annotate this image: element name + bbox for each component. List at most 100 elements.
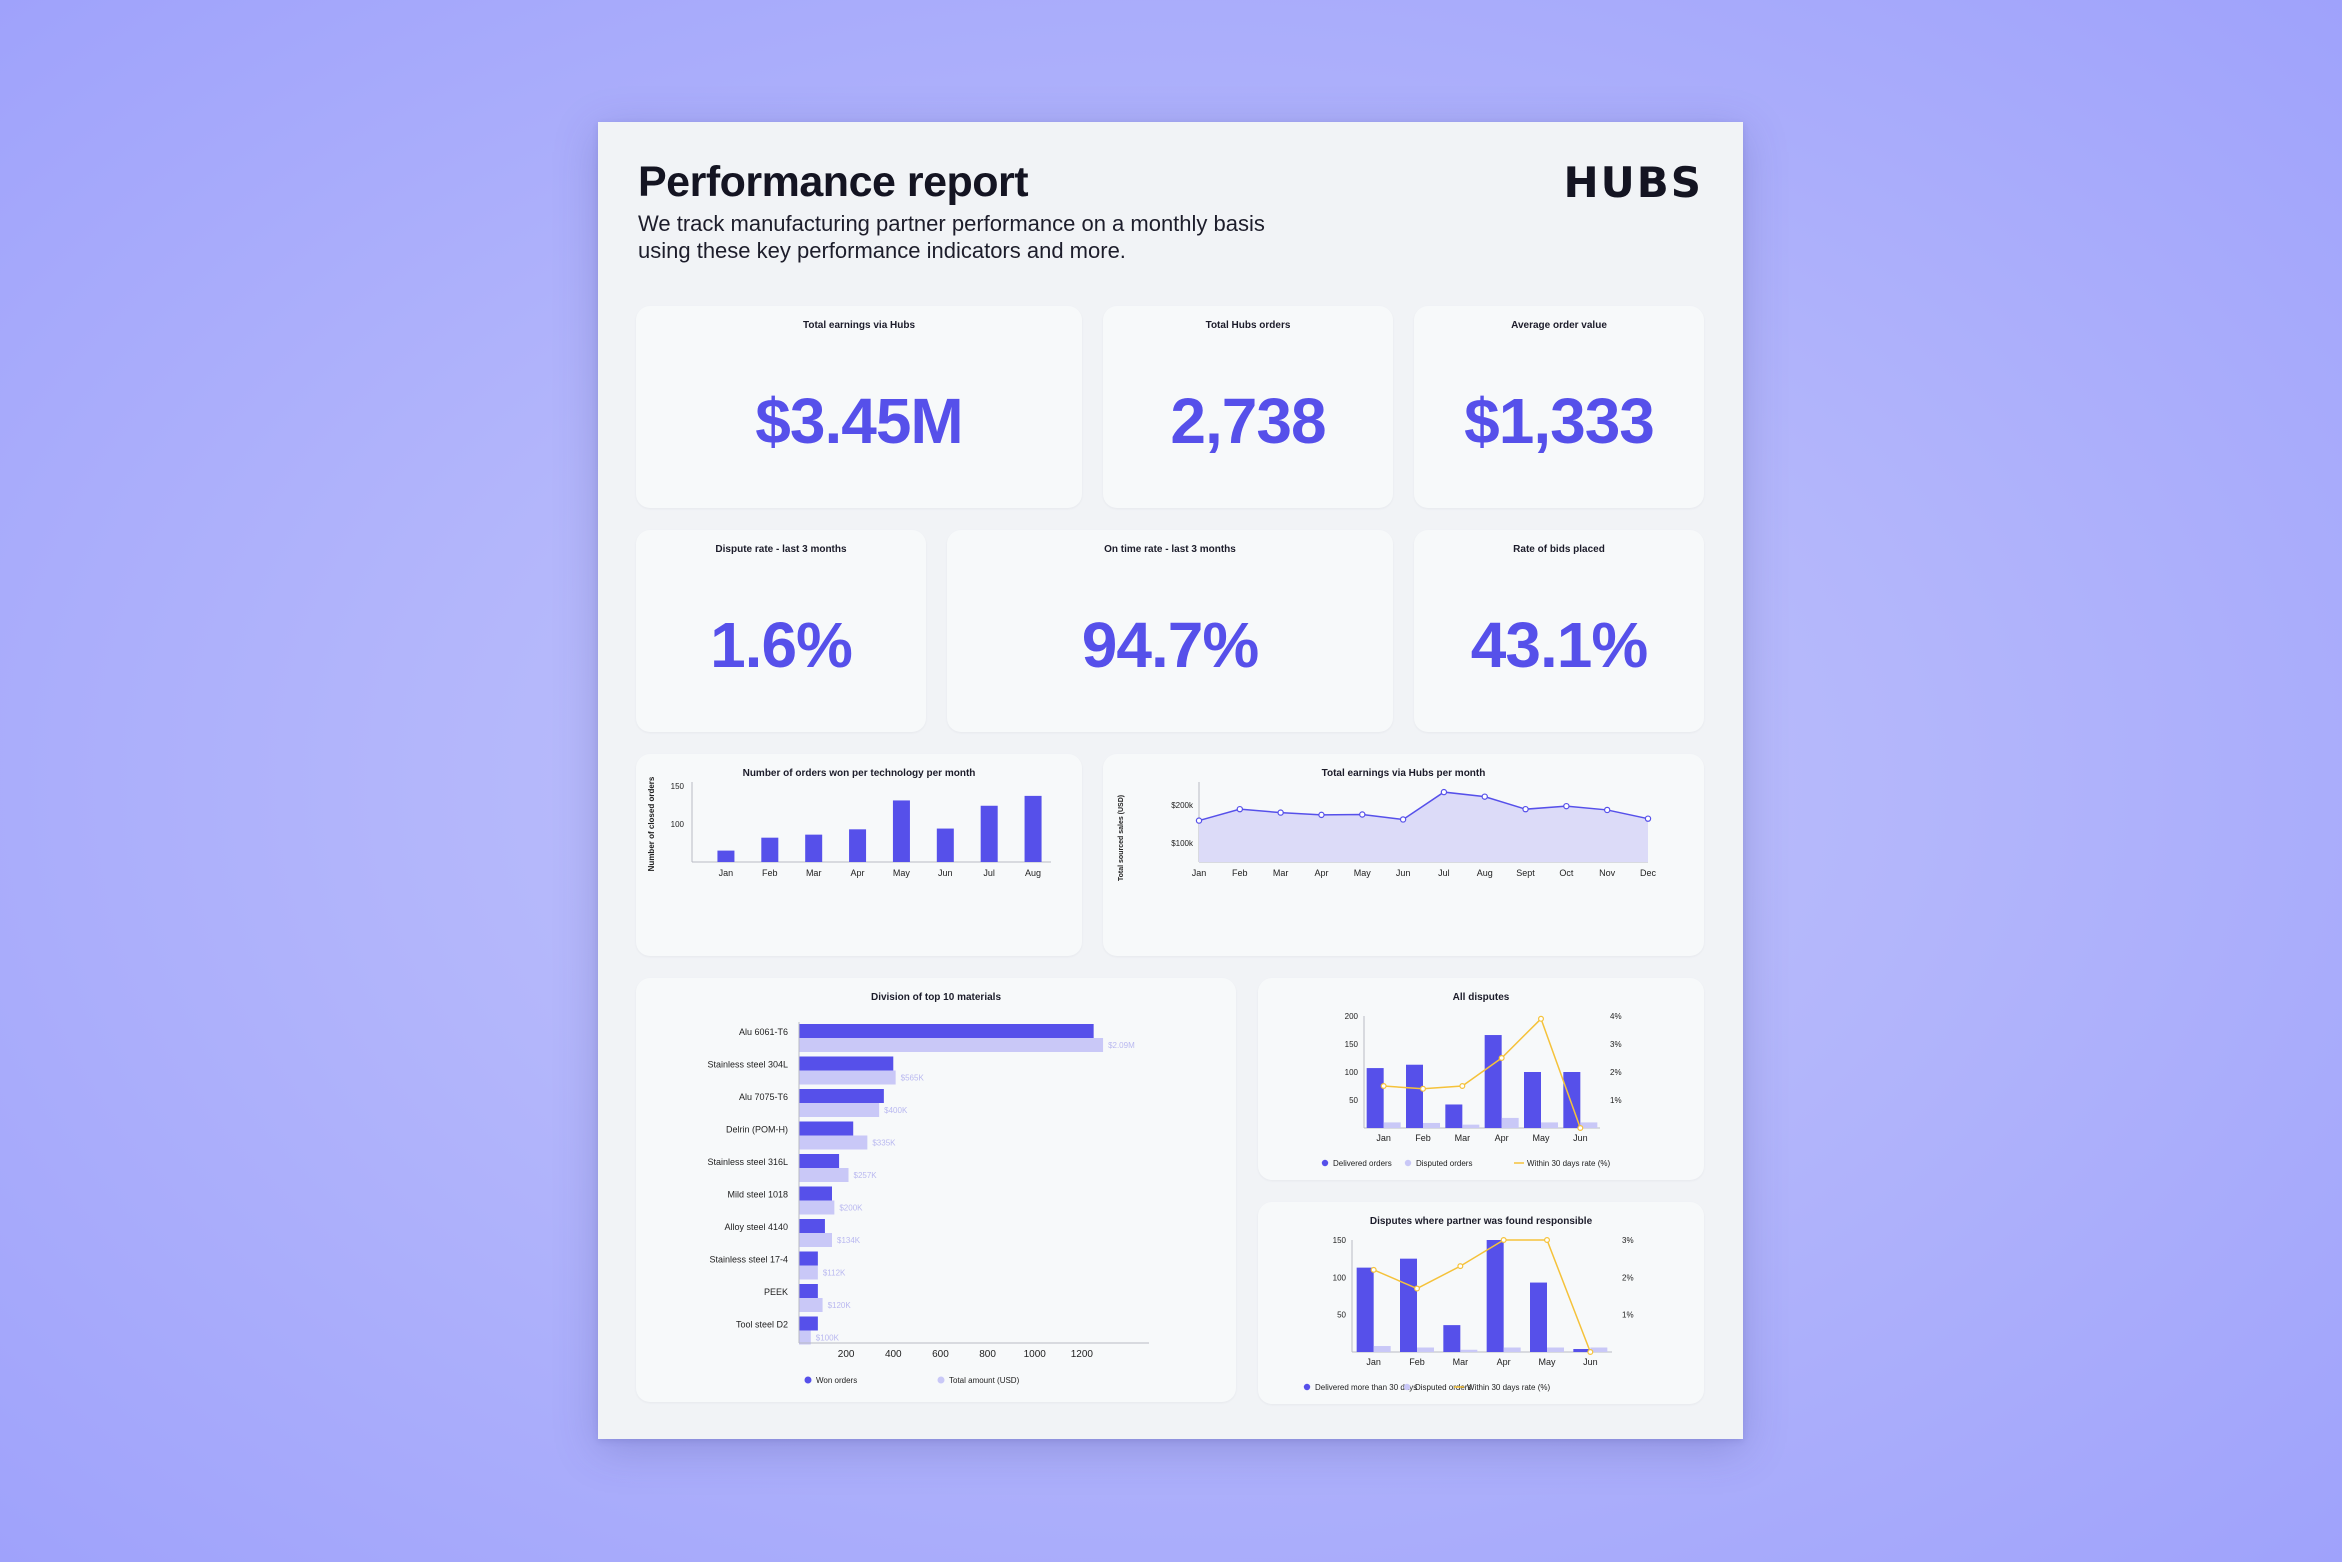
bar bbox=[717, 850, 735, 862]
kpi-card-bid-rate: Rate of bids placed 43.1% bbox=[1414, 530, 1704, 732]
y-tick-label: 200 bbox=[1345, 1012, 1359, 1021]
data-point bbox=[1440, 788, 1448, 796]
category-label: Alu 7075-T6 bbox=[739, 1092, 788, 1102]
bar-total-amount bbox=[799, 1168, 849, 1182]
bar-primary bbox=[1484, 1035, 1502, 1128]
legend-label: Total amount (USD) bbox=[949, 1376, 1020, 1385]
data-point bbox=[1399, 816, 1407, 823]
chart-title: Division of top 10 materials bbox=[870, 992, 1002, 1003]
bar bbox=[980, 805, 998, 862]
bar-total-amount bbox=[799, 1070, 896, 1085]
x-tick-label: Jun bbox=[938, 868, 953, 878]
page-subtitle: We track manufacturing partner performan… bbox=[638, 211, 1265, 263]
report-page: Performance report We track manufacturin… bbox=[598, 122, 1743, 1439]
bar-disputed bbox=[1590, 1347, 1608, 1352]
bar bbox=[761, 837, 779, 862]
chart-title: Total earnings via Hubs per month bbox=[1321, 768, 1486, 779]
data-label: $100K bbox=[816, 1334, 840, 1343]
rate-point bbox=[1420, 1085, 1427, 1092]
legend-label: Delivered orders bbox=[1333, 1159, 1392, 1168]
bar-disputed bbox=[1460, 1349, 1478, 1352]
bar-won-orders bbox=[799, 1219, 825, 1233]
data-point bbox=[1359, 811, 1366, 818]
rate-point bbox=[1587, 1349, 1594, 1356]
area-fill bbox=[1199, 792, 1648, 862]
disputes-combo-chart: 200 150 100 50 4% 3% 2% 1% Jan Feb Mar Apr May Jun Del… bbox=[1321, 1012, 1622, 1168]
bar-disputed bbox=[1373, 1346, 1391, 1352]
kpi-value: $3.45M bbox=[755, 385, 963, 457]
legend-label: Within 30 days rate (%) bbox=[1527, 1159, 1610, 1168]
legend-marker bbox=[804, 1376, 812, 1384]
x-tick-label: Apr bbox=[1314, 868, 1328, 878]
bar-total-amount bbox=[799, 1233, 832, 1247]
x-tick-label: 1200 bbox=[1071, 1349, 1094, 1360]
x-tick-label: 400 bbox=[885, 1349, 902, 1360]
y-tick-label: 100 bbox=[1333, 1273, 1347, 1282]
materials-bar-chart: Alu 6061-T6 $2.09M Stainless steel 304L $56… bbox=[707, 1022, 1149, 1385]
kpi-value: $1,333 bbox=[1464, 385, 1655, 457]
legend-marker bbox=[1404, 1159, 1412, 1167]
bar-primary bbox=[1524, 1072, 1541, 1128]
chart-title: Number of orders won per technology per … bbox=[742, 768, 976, 779]
y-tick-label: 50 bbox=[1349, 1096, 1358, 1105]
bar-primary bbox=[1366, 1068, 1384, 1128]
bar-primary bbox=[1573, 1349, 1591, 1352]
category-label: PEEK bbox=[764, 1287, 788, 1297]
y-axis-label: Number of closed orders bbox=[647, 776, 656, 871]
x-tick-label: Mar bbox=[1455, 1133, 1471, 1143]
y-tick-label: 100 bbox=[671, 820, 685, 829]
x-tick-label: Jan bbox=[1366, 1357, 1381, 1367]
y2-tick-label: 2% bbox=[1622, 1273, 1634, 1282]
x-tick-label: Apr bbox=[1495, 1133, 1509, 1143]
bar-total-amount bbox=[799, 1298, 823, 1312]
rate-point bbox=[1459, 1082, 1466, 1089]
x-tick-label: Jul bbox=[1438, 868, 1450, 878]
data-label: $112K bbox=[823, 1269, 846, 1278]
responsible-disputes-combo-chart: 150 100 50 3% 2% 1% Jan Feb Mar Apr May Jun Delivere… bbox=[1303, 1236, 1634, 1392]
y-tick-label: 150 bbox=[1345, 1040, 1359, 1049]
chart-card-orders-per-month: Number of orders won per technology per … bbox=[636, 754, 1082, 956]
chart-card-earnings-per-month: Total earnings via Hubs per month $200k $… bbox=[1103, 754, 1704, 956]
x-tick-label: Feb bbox=[1415, 1133, 1431, 1143]
x-tick-label: May bbox=[1538, 1357, 1556, 1367]
bar-total-amount bbox=[799, 1135, 868, 1150]
x-tick-label: May bbox=[893, 868, 911, 878]
data-point bbox=[1481, 793, 1488, 800]
bar-won-orders bbox=[799, 1186, 832, 1201]
data-label: $120K bbox=[828, 1301, 852, 1310]
data-point bbox=[1563, 802, 1570, 810]
bar-total-amount bbox=[799, 1103, 880, 1117]
bar-disputed bbox=[1503, 1347, 1521, 1352]
bar-won-orders bbox=[799, 1024, 1094, 1038]
kpi-card-total-orders: Total Hubs orders 2,738 bbox=[1103, 306, 1393, 508]
bar-won-orders bbox=[799, 1284, 818, 1298]
bar-disputed bbox=[1501, 1117, 1519, 1128]
y-tick-label: 150 bbox=[671, 782, 685, 791]
data-point bbox=[1603, 806, 1611, 814]
orders-bar-chart: 150 100 Number of closed orders Jan Feb Mar Ap… bbox=[647, 776, 1051, 878]
bar bbox=[849, 829, 867, 862]
bar-won-orders bbox=[799, 1089, 884, 1103]
x-tick-label: Jun bbox=[1583, 1357, 1598, 1367]
bar-total-amount bbox=[799, 1038, 1104, 1052]
x-tick-label: Apr bbox=[851, 868, 865, 878]
kpi-card-on-time-rate: On time rate - last 3 months 94.7% bbox=[947, 530, 1393, 732]
bar-won-orders bbox=[799, 1251, 818, 1266]
category-label: Alu 6061-T6 bbox=[739, 1027, 788, 1037]
bar-won-orders bbox=[799, 1121, 854, 1136]
rate-point bbox=[1380, 1082, 1387, 1089]
legend-label: Within 30 days rate (%) bbox=[1467, 1383, 1550, 1392]
category-label: Mild steel 1018 bbox=[727, 1190, 788, 1200]
category-label: Alloy steel 4140 bbox=[724, 1222, 788, 1232]
y2-tick-label: 1% bbox=[1610, 1096, 1622, 1105]
bar-disputed bbox=[1547, 1347, 1564, 1352]
legend-label: Disputed orders bbox=[1416, 1159, 1472, 1168]
x-tick-label: Aug bbox=[1477, 868, 1493, 878]
kpi-label: Rate of bids placed bbox=[1513, 544, 1605, 555]
rate-point bbox=[1414, 1285, 1421, 1292]
bar-total-amount bbox=[799, 1265, 818, 1280]
x-tick-label: 1000 bbox=[1024, 1349, 1047, 1360]
chart-card-responsible-disputes: Disputes where partner was found respons… bbox=[1258, 1202, 1704, 1404]
x-tick-label: Feb bbox=[762, 868, 778, 878]
x-tick-label: May bbox=[1354, 868, 1372, 878]
